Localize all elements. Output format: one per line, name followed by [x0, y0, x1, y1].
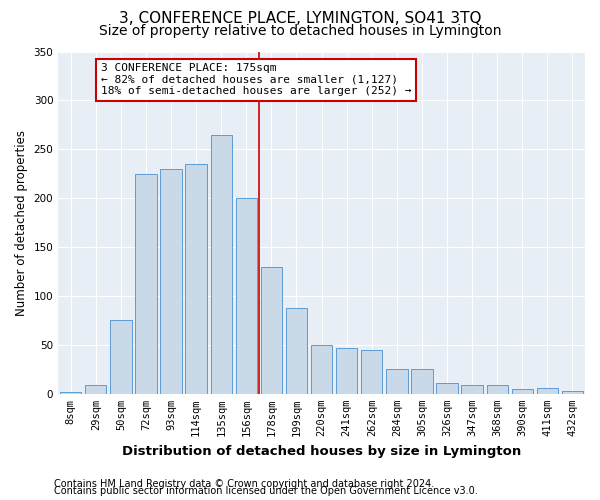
Bar: [136, 174, 157, 394]
Text: Contains HM Land Registry data © Crown copyright and database right 2024.: Contains HM Land Registry data © Crown c…: [54, 479, 434, 489]
Bar: [436, 383, 458, 394]
Bar: [185, 164, 207, 394]
Text: 3 CONFERENCE PLACE: 175sqm
← 82% of detached houses are smaller (1,127)
18% of s: 3 CONFERENCE PLACE: 175sqm ← 82% of deta…: [101, 63, 412, 96]
Bar: [537, 388, 558, 394]
Bar: [336, 348, 358, 394]
Bar: [487, 385, 508, 394]
Bar: [562, 391, 583, 394]
Bar: [60, 392, 82, 394]
Bar: [512, 389, 533, 394]
Bar: [85, 385, 106, 394]
Text: Contains public sector information licensed under the Open Government Licence v3: Contains public sector information licen…: [54, 486, 478, 496]
Bar: [211, 134, 232, 394]
Bar: [160, 169, 182, 394]
Bar: [261, 266, 282, 394]
Y-axis label: Number of detached properties: Number of detached properties: [15, 130, 28, 316]
X-axis label: Distribution of detached houses by size in Lymington: Distribution of detached houses by size …: [122, 444, 521, 458]
Bar: [286, 308, 307, 394]
Bar: [110, 320, 131, 394]
Bar: [236, 198, 257, 394]
Text: 3, CONFERENCE PLACE, LYMINGTON, SO41 3TQ: 3, CONFERENCE PLACE, LYMINGTON, SO41 3TQ: [119, 11, 481, 26]
Bar: [311, 345, 332, 394]
Bar: [411, 370, 433, 394]
Bar: [386, 370, 407, 394]
Bar: [461, 385, 483, 394]
Bar: [361, 350, 382, 394]
Text: Size of property relative to detached houses in Lymington: Size of property relative to detached ho…: [99, 24, 501, 38]
